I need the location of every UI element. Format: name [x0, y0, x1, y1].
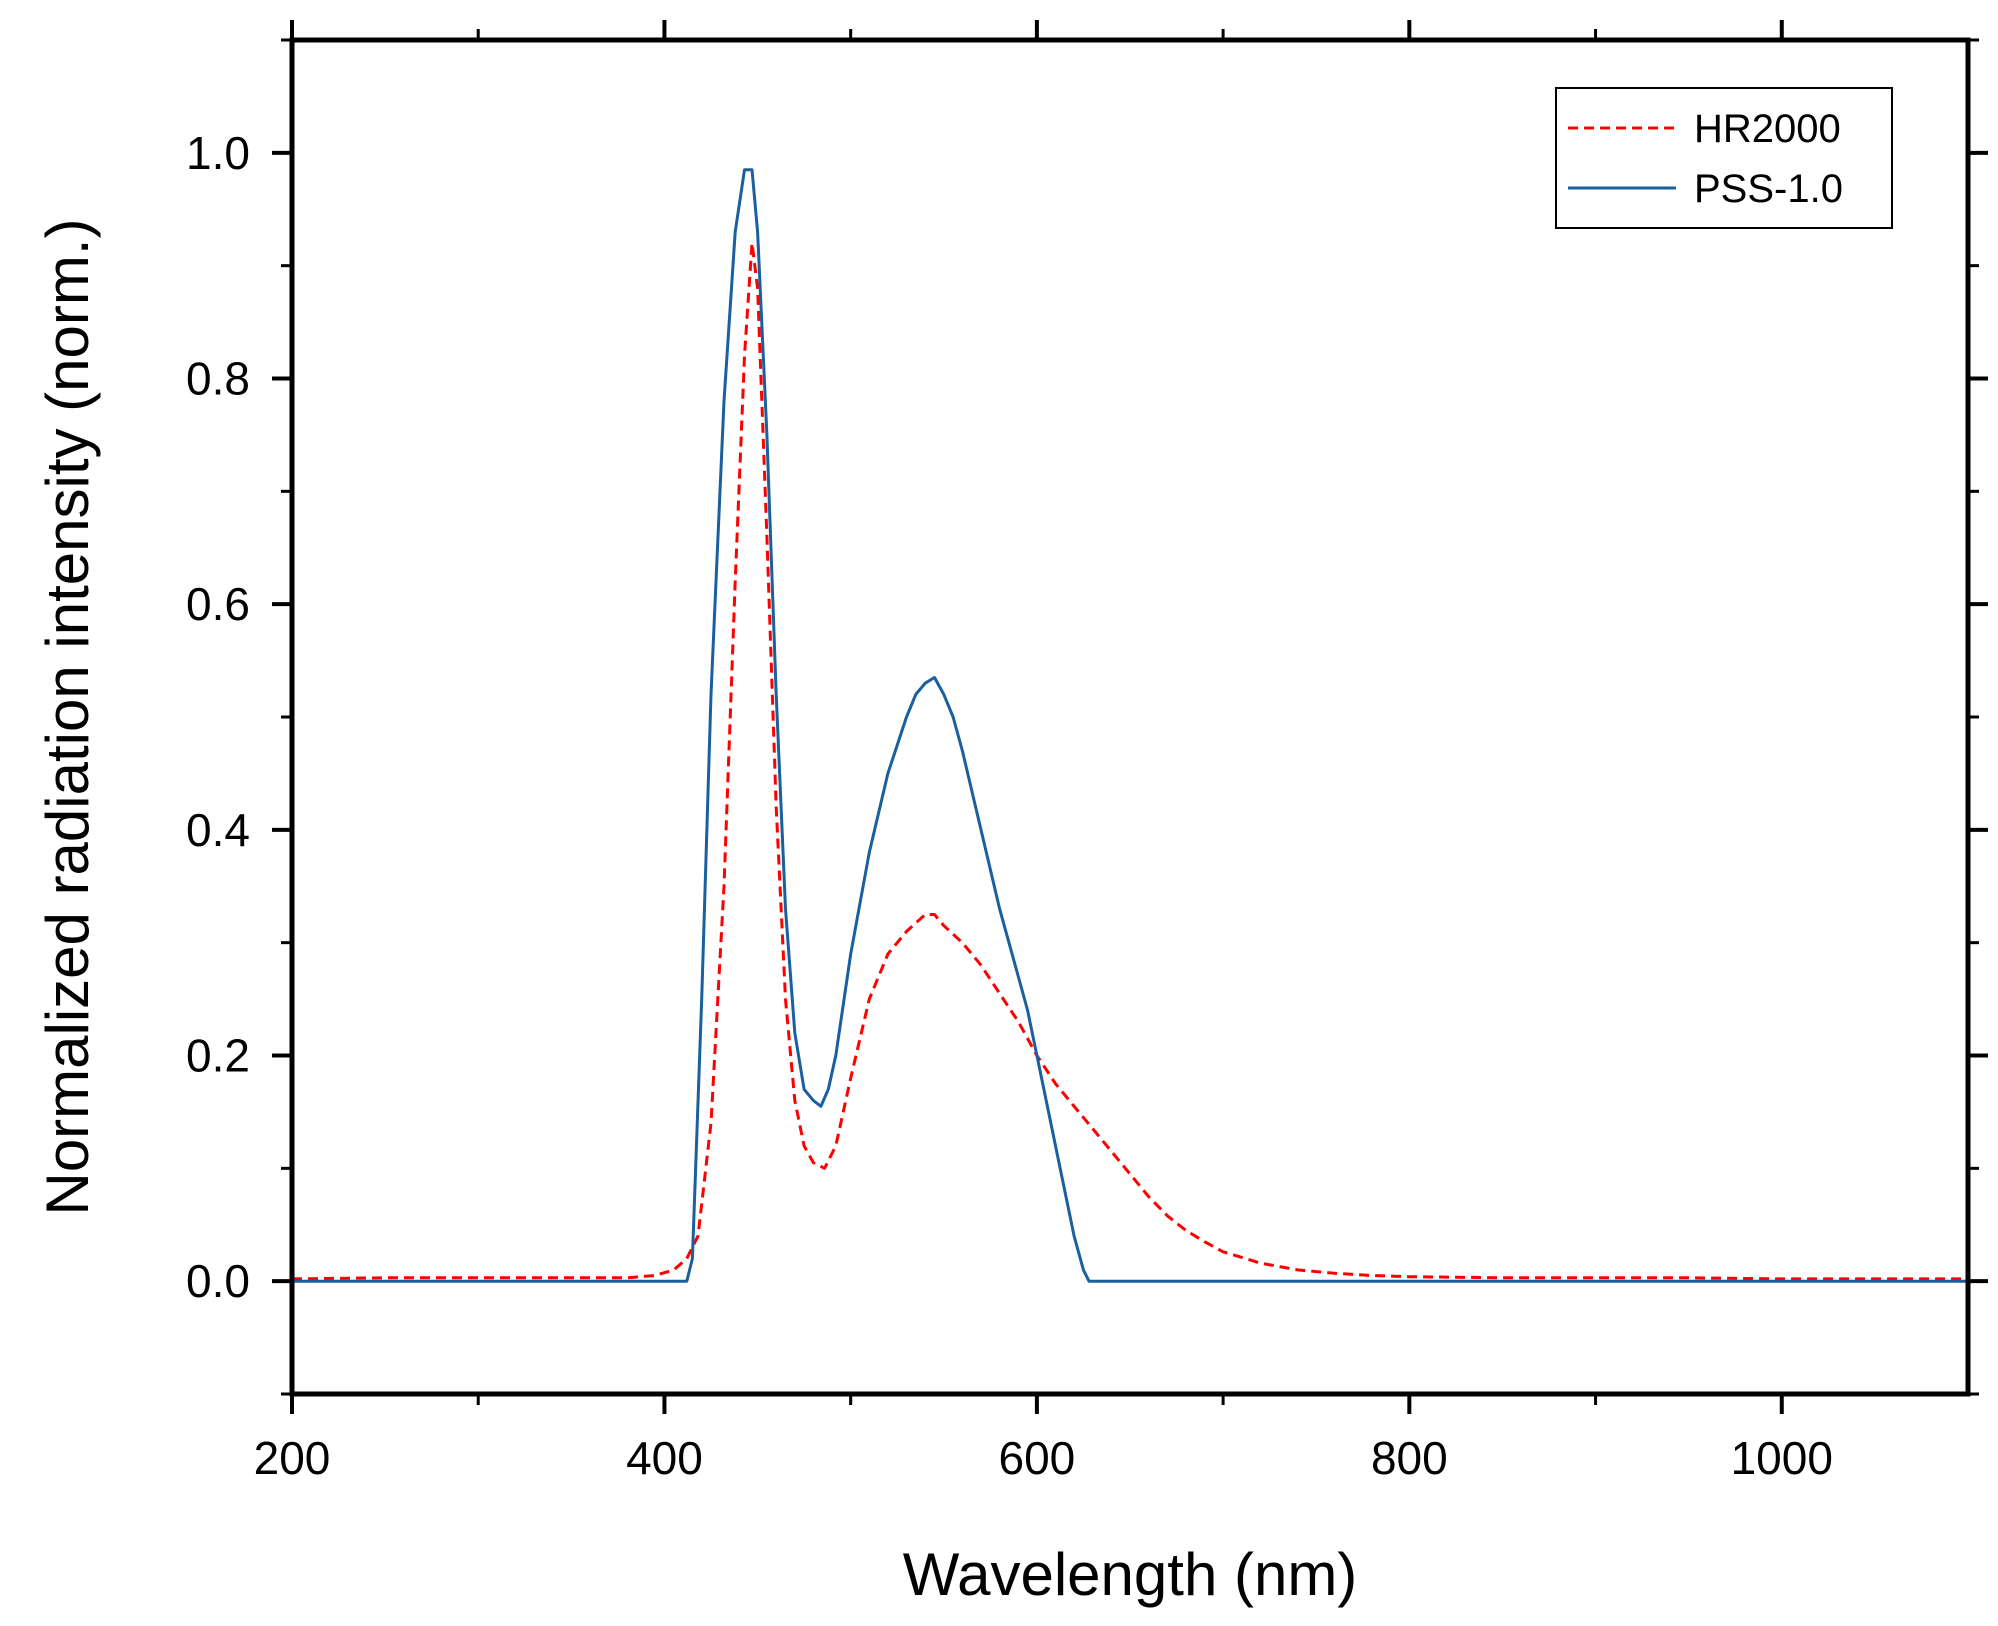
legend: HR2000 PSS-1.0 — [1555, 87, 1893, 229]
y-axis-title: Normalized radiation intensity (norm.) — [34, 218, 101, 1215]
plot-lines — [291, 168, 1968, 1283]
series-line-pss-1-0 — [292, 168, 1968, 1283]
plot-frame — [289, 37, 1971, 1397]
legend-label-pss: PSS-1.0 — [1694, 167, 1843, 211]
y-tick-label: 0.6 — [186, 578, 250, 630]
x-tick-labels: 200 400 600 800 1000 — [254, 1432, 1833, 1484]
y-tick-label: 0.8 — [186, 353, 250, 405]
y-tick-label: 0.2 — [186, 1030, 250, 1082]
x-tick-label: 400 — [626, 1432, 703, 1484]
legend-label-hr2000: HR2000 — [1694, 107, 1841, 151]
y-tick-label: 0.0 — [186, 1255, 250, 1307]
series-line-hr2000 — [291, 241, 1968, 1281]
major-ticks — [272, 20, 1988, 1414]
x-tick-label: 200 — [254, 1432, 331, 1484]
legend-box — [1555, 87, 1893, 229]
x-tick-label: 800 — [1371, 1432, 1448, 1484]
x-tick-label: 600 — [999, 1432, 1076, 1484]
y-tick-labels: 0.0 0.2 0.4 0.6 0.8 1.0 — [186, 127, 250, 1307]
minor-ticks — [281, 29, 1979, 1405]
y-tick-label: 1.0 — [186, 127, 250, 179]
x-axis-title: Wavelength (nm) — [903, 1541, 1358, 1608]
y-tick-label: 0.4 — [186, 804, 250, 856]
x-tick-label: 1000 — [1731, 1432, 1833, 1484]
